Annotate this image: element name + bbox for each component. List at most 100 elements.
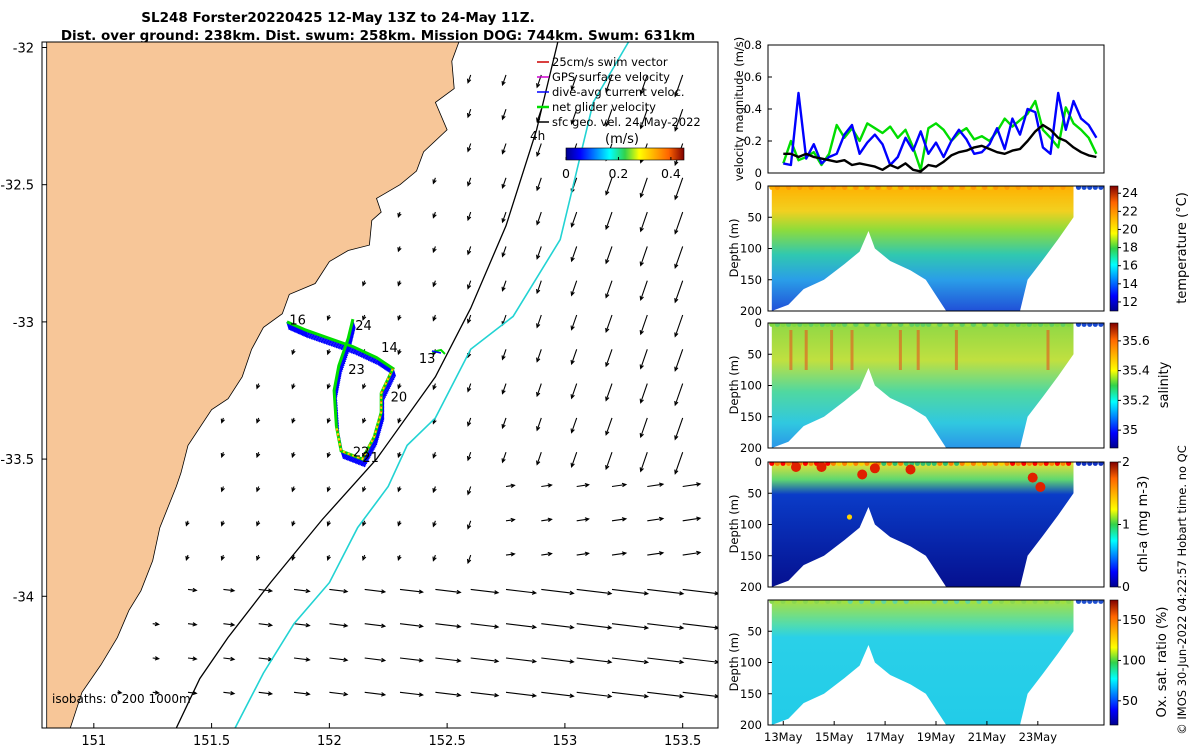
geo-velocity-arrow — [326, 349, 331, 356]
geo-velocity-arrow — [291, 417, 296, 424]
salinity-high-streak — [898, 330, 902, 370]
speed-colorbar — [565, 147, 685, 161]
geo-velocity-arrow — [397, 486, 402, 493]
surface-dot — [814, 323, 820, 327]
track-point-label: 14 — [381, 341, 398, 356]
surface-dot-trailing — [1075, 323, 1082, 327]
coastline-land — [46, 42, 460, 728]
geo-velocity-arrow — [329, 588, 349, 594]
surface-dot — [914, 462, 920, 466]
surface-dot — [819, 186, 825, 190]
geo-velocity-arrow — [397, 452, 402, 459]
geo-velocity-arrow — [220, 417, 225, 424]
surface-dot-trailing — [1087, 323, 1093, 327]
surface-dot — [1054, 186, 1060, 190]
geo-velocity-arrow — [397, 246, 402, 253]
geo-velocity-arrow — [647, 691, 685, 699]
geo-velocity-arrow — [611, 588, 650, 596]
surface-dot — [942, 462, 948, 466]
surface-dot — [853, 323, 859, 327]
depth-tick-label: 200 — [740, 304, 762, 318]
surface-dot — [886, 600, 892, 604]
track-point-label: 21 — [362, 451, 379, 466]
geo-velocity-arrow — [466, 486, 472, 496]
depth-tick-label: 50 — [747, 624, 762, 638]
map-xtick-label: 152 — [317, 734, 342, 749]
surface-dot — [769, 186, 775, 190]
swim-track-yellow — [335, 368, 394, 461]
depth-tick-label: 200 — [740, 580, 762, 594]
surface-dot-trailing — [1103, 186, 1104, 188]
geo-velocity-arrow — [362, 554, 367, 561]
geo-velocity-arrow — [611, 691, 650, 699]
surface-dot — [825, 323, 831, 327]
geo-velocity-arrow — [505, 552, 516, 557]
surface-dot — [808, 323, 814, 327]
surface-dot — [976, 186, 982, 190]
geo-velocity-arrow — [397, 211, 402, 218]
geo-velocity-arrow — [223, 622, 236, 627]
surface-dot — [1043, 600, 1049, 604]
surface-dot — [1060, 186, 1066, 190]
geo-velocity-arrow — [674, 74, 684, 98]
geo-velocity-arrow — [399, 657, 424, 663]
surface-dot — [881, 323, 887, 327]
surface-dot — [1066, 600, 1072, 604]
surface-dot — [987, 186, 993, 190]
salinity-high-streak — [789, 330, 793, 370]
geo-velocity-arrow — [291, 452, 296, 459]
geo-velocity-arrow — [576, 588, 613, 596]
geo-velocity-arrow — [611, 623, 650, 630]
geo-velocity-arrow — [576, 482, 590, 488]
geo-velocity-arrow — [397, 520, 402, 527]
chla-high-patch — [857, 469, 868, 480]
geo-velocity-arrow — [576, 691, 613, 699]
salinity-y-axis: 0 50 100 150 200 — [740, 316, 772, 455]
geo-velocity-arrow — [647, 588, 685, 596]
geo-velocity-arrow — [291, 520, 296, 527]
surface-dot — [954, 186, 960, 190]
surface-dot — [808, 186, 814, 190]
salinity-high-streak — [830, 330, 834, 370]
surface-dot-trailing — [1081, 462, 1087, 466]
title-line-2: Dist. over ground: 238km. Dist. swum: 25… — [61, 28, 695, 44]
surface-dot-trailing — [1092, 323, 1098, 327]
geo-velocity-arrow — [432, 554, 437, 562]
geo-velocity-arrow — [605, 246, 613, 265]
depth-tick-label: 100 — [740, 242, 762, 256]
surface-dot — [903, 186, 909, 190]
geo-velocity-arrow — [185, 554, 190, 561]
surface-dot — [1004, 600, 1010, 604]
surface-dot — [853, 600, 859, 604]
surface-dot — [959, 323, 965, 327]
surface-dot — [954, 323, 960, 327]
surface-dot — [898, 186, 904, 190]
geo-velocity-arrow — [397, 554, 402, 561]
surface-dot — [1015, 323, 1021, 327]
geo-velocity-arrow — [682, 657, 718, 665]
geo-velocity-arrow — [682, 482, 702, 488]
surface-dot — [875, 186, 881, 190]
geo-velocity-arrow — [362, 520, 367, 527]
map-xtick-label: 153.5 — [664, 734, 701, 749]
geo-velocity-arrow — [293, 622, 311, 628]
isobath-1000m — [234, 42, 630, 728]
surface-dot — [780, 323, 786, 327]
salinity-high-streak — [804, 330, 808, 370]
surface-dot — [1066, 186, 1072, 190]
surface-dot — [881, 186, 887, 190]
geo-velocity-arrow — [326, 452, 331, 459]
geo-velocity-arrow — [639, 74, 648, 96]
surface-dot — [976, 462, 982, 466]
surface-dot — [954, 462, 960, 466]
surface-dot — [881, 462, 887, 466]
oxygen-colorbar-label: Ox. sat. ratio (%) — [1155, 607, 1170, 718]
salinity-ylabel: Depth (m) — [727, 356, 741, 415]
geo-velocity-arrow — [293, 691, 311, 697]
depth-tick-label: 100 — [740, 379, 762, 393]
time-tick-label: 17May — [866, 730, 905, 744]
temperature-ylabel: Depth (m) — [727, 219, 741, 278]
geo-velocity-arrow — [326, 486, 331, 493]
surface-dot — [791, 600, 797, 604]
depth-tick-label: 150 — [740, 549, 762, 563]
